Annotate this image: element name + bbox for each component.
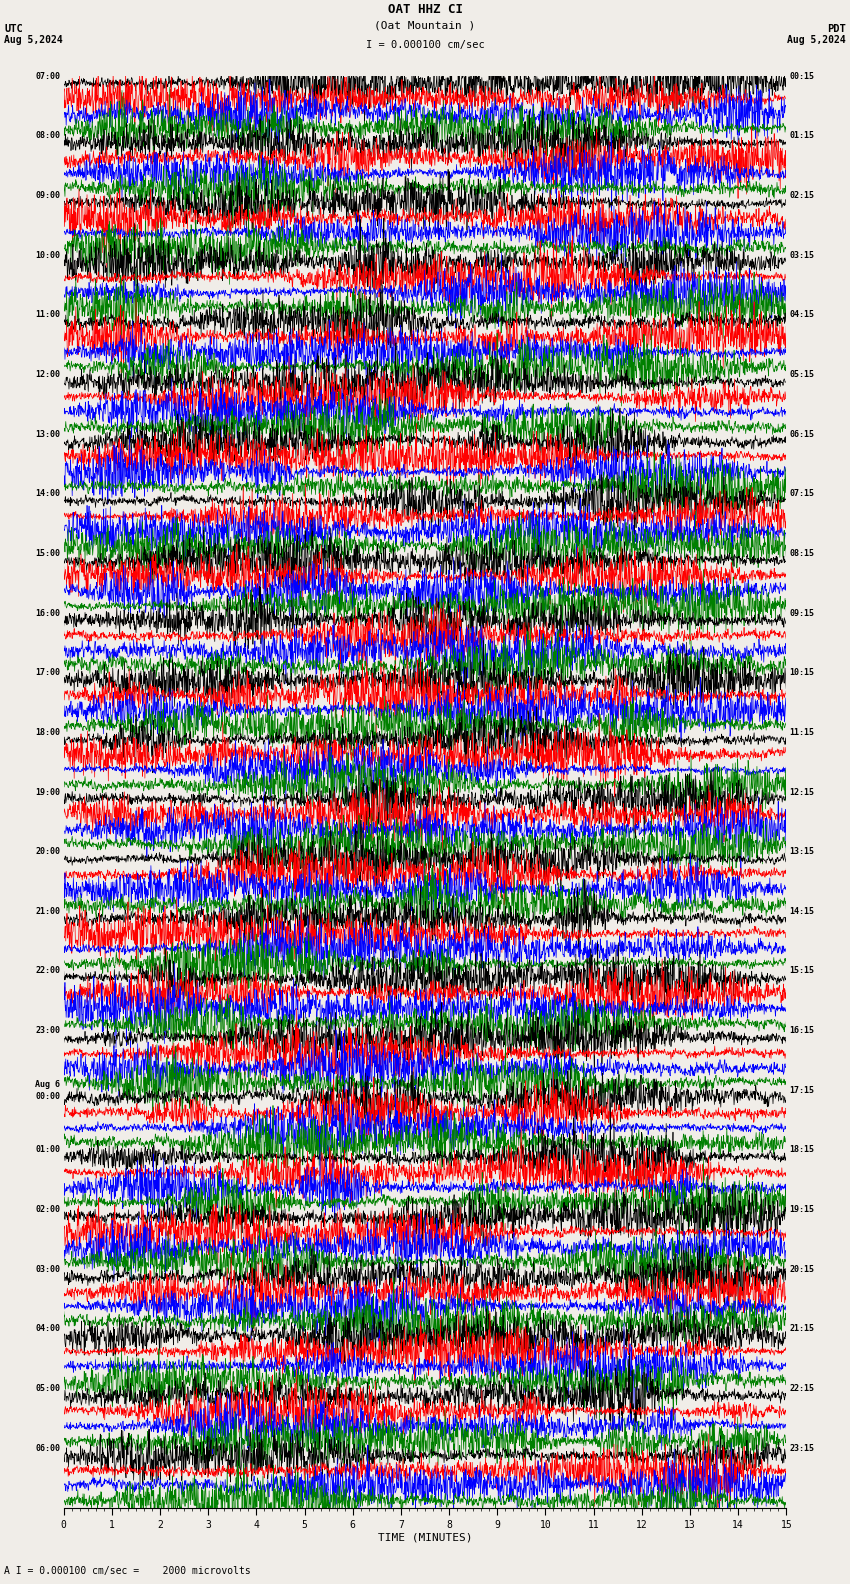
Text: 04:15: 04:15 bbox=[790, 310, 814, 320]
Text: Aug 5,2024: Aug 5,2024 bbox=[787, 35, 846, 44]
Text: 15:00: 15:00 bbox=[36, 548, 60, 558]
Text: 06:00: 06:00 bbox=[36, 1443, 60, 1453]
Text: 22:00: 22:00 bbox=[36, 966, 60, 976]
Text: 10:00: 10:00 bbox=[36, 250, 60, 260]
Text: 02:15: 02:15 bbox=[790, 190, 814, 200]
Text: 16:15: 16:15 bbox=[790, 1026, 814, 1036]
Text: I = 0.000100 cm/sec: I = 0.000100 cm/sec bbox=[366, 40, 484, 49]
Text: 10:15: 10:15 bbox=[790, 668, 814, 678]
Text: 09:15: 09:15 bbox=[790, 608, 814, 618]
Text: 07:15: 07:15 bbox=[790, 489, 814, 499]
Text: 01:00: 01:00 bbox=[36, 1145, 60, 1155]
Text: 01:15: 01:15 bbox=[790, 131, 814, 141]
Text: 09:00: 09:00 bbox=[36, 190, 60, 200]
Text: 06:15: 06:15 bbox=[790, 429, 814, 439]
Text: UTC: UTC bbox=[4, 24, 23, 33]
Text: 08:15: 08:15 bbox=[790, 548, 814, 558]
Text: Aug 6: Aug 6 bbox=[36, 1080, 60, 1088]
Text: 17:00: 17:00 bbox=[36, 668, 60, 678]
Text: 15:15: 15:15 bbox=[790, 966, 814, 976]
Text: A I = 0.000100 cm/sec =    2000 microvolts: A I = 0.000100 cm/sec = 2000 microvolts bbox=[4, 1567, 251, 1576]
Text: 18:15: 18:15 bbox=[790, 1145, 814, 1155]
Text: 22:15: 22:15 bbox=[790, 1384, 814, 1394]
Text: 19:00: 19:00 bbox=[36, 787, 60, 797]
Text: 14:15: 14:15 bbox=[790, 906, 814, 916]
Text: 13:00: 13:00 bbox=[36, 429, 60, 439]
Text: 05:15: 05:15 bbox=[790, 369, 814, 379]
Text: 18:00: 18:00 bbox=[36, 727, 60, 737]
Text: 03:00: 03:00 bbox=[36, 1264, 60, 1274]
Text: 16:00: 16:00 bbox=[36, 608, 60, 618]
Text: 14:00: 14:00 bbox=[36, 489, 60, 499]
Text: 23:15: 23:15 bbox=[790, 1443, 814, 1453]
X-axis label: TIME (MINUTES): TIME (MINUTES) bbox=[377, 1533, 473, 1543]
Text: 05:00: 05:00 bbox=[36, 1384, 60, 1394]
Text: 20:15: 20:15 bbox=[790, 1264, 814, 1274]
Text: 00:00: 00:00 bbox=[36, 1093, 60, 1101]
Text: 23:00: 23:00 bbox=[36, 1026, 60, 1036]
Text: 19:15: 19:15 bbox=[790, 1205, 814, 1215]
Text: 11:00: 11:00 bbox=[36, 310, 60, 320]
Text: 11:15: 11:15 bbox=[790, 727, 814, 737]
Text: 21:00: 21:00 bbox=[36, 906, 60, 916]
Text: OAT HHZ CI: OAT HHZ CI bbox=[388, 3, 462, 16]
Text: 02:00: 02:00 bbox=[36, 1205, 60, 1215]
Text: 13:15: 13:15 bbox=[790, 847, 814, 857]
Text: 00:15: 00:15 bbox=[790, 71, 814, 81]
Text: 08:00: 08:00 bbox=[36, 131, 60, 141]
Text: Aug 5,2024: Aug 5,2024 bbox=[4, 35, 63, 44]
Text: 07:00: 07:00 bbox=[36, 71, 60, 81]
Text: 12:00: 12:00 bbox=[36, 369, 60, 379]
Text: (Oat Mountain ): (Oat Mountain ) bbox=[374, 21, 476, 30]
Text: 04:00: 04:00 bbox=[36, 1324, 60, 1334]
Text: 12:15: 12:15 bbox=[790, 787, 814, 797]
Text: PDT: PDT bbox=[827, 24, 846, 33]
Text: 03:15: 03:15 bbox=[790, 250, 814, 260]
Text: 20:00: 20:00 bbox=[36, 847, 60, 857]
Text: 21:15: 21:15 bbox=[790, 1324, 814, 1334]
Text: 17:15: 17:15 bbox=[790, 1085, 814, 1095]
